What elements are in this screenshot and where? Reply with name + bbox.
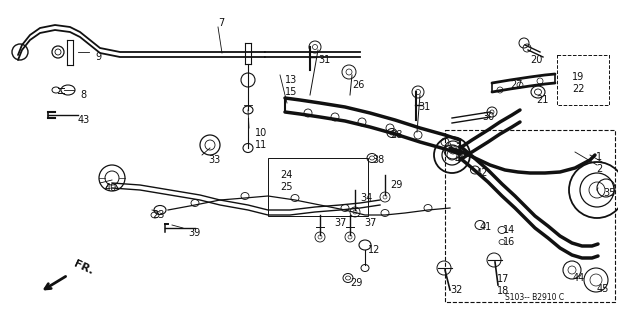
Text: 26: 26 [352,80,365,90]
Text: 43: 43 [78,115,90,125]
Text: 34: 34 [360,193,372,203]
Text: 37: 37 [364,218,376,228]
Text: 21: 21 [536,95,548,105]
Text: 2: 2 [596,164,603,174]
Text: 13: 13 [285,75,297,85]
Text: 33: 33 [208,155,220,165]
Text: 3: 3 [455,143,461,153]
Text: 20: 20 [530,55,543,65]
Text: 15: 15 [285,87,297,97]
Text: 29: 29 [350,278,362,288]
Bar [445,130,615,302]
Text: 16: 16 [503,237,515,247]
Text: 9: 9 [95,52,101,62]
Text: 38: 38 [372,155,384,165]
Text: 28: 28 [390,130,402,140]
Text: 35: 35 [603,188,616,198]
Text: 18: 18 [497,286,509,296]
Text: 8: 8 [80,90,86,100]
Text: 32: 32 [450,285,462,295]
Text: 4: 4 [455,155,461,165]
Text: 45: 45 [597,284,609,294]
Text: 37: 37 [334,218,346,228]
Text: 7: 7 [218,18,224,28]
Text: 11: 11 [255,140,267,150]
Text: 31: 31 [318,55,330,65]
Text: 12: 12 [368,245,380,255]
Text: 1: 1 [596,152,602,162]
Text: 17: 17 [497,274,509,284]
Text: 10: 10 [255,128,267,138]
Text: 19: 19 [572,72,584,82]
Text: 14: 14 [503,225,515,235]
Text: 44: 44 [573,273,585,283]
Text: 29: 29 [390,180,402,190]
Text: 22: 22 [572,84,585,94]
Bar [557,55,609,105]
Text: 30: 30 [482,112,494,122]
Text: 27: 27 [510,80,522,90]
Bar [268,158,368,216]
Text: 25: 25 [280,182,292,192]
Text: 40: 40 [105,183,117,193]
Text: 42: 42 [476,168,488,178]
Text: 23: 23 [152,210,164,220]
Text: 31: 31 [418,102,430,112]
Text: FR.: FR. [72,259,95,277]
Text: 39: 39 [188,228,200,238]
Text: 24: 24 [280,170,292,180]
Text: S103-- B2910 C: S103-- B2910 C [505,293,564,302]
Text: 41: 41 [480,222,493,232]
